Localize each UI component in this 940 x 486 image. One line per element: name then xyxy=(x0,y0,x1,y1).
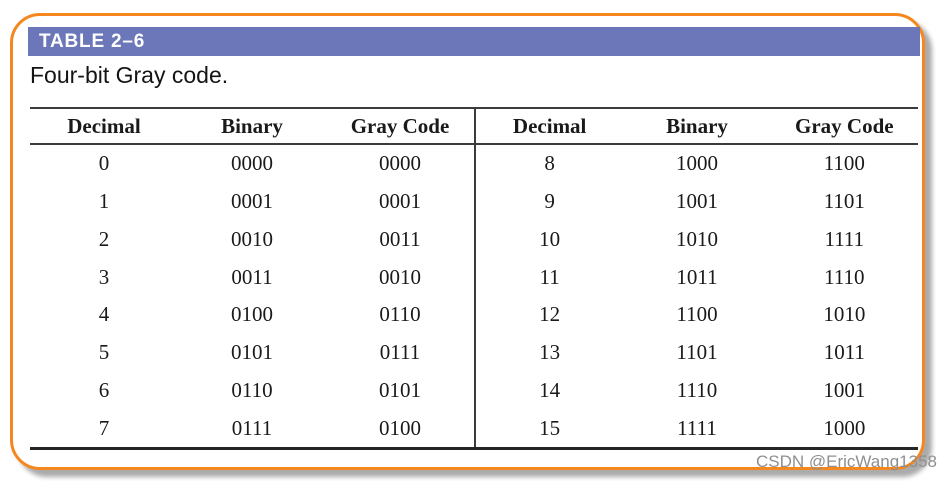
table-row: 10 1010 1111 xyxy=(476,221,918,259)
gray-code-cell: 0011 xyxy=(379,226,421,251)
decimal-cell: 11 xyxy=(539,264,560,289)
table-header-row: Decimal Binary Gray Code xyxy=(30,109,474,143)
table-row: 9 1001 1101 xyxy=(476,183,918,221)
table-row: 13 1101 1011 xyxy=(476,334,918,372)
watermark-text: CSDN @EricWang1358 xyxy=(755,452,937,471)
gray-code-cell: 0100 xyxy=(379,415,421,440)
table-row: 11 1011 1110 xyxy=(476,258,918,296)
table-row: 3 0011 0010 xyxy=(30,258,474,296)
binary-cell: 1001 xyxy=(675,189,718,214)
table-row: 7 0111 0100 xyxy=(30,409,474,447)
binary-cell: 0000 xyxy=(231,151,273,176)
table-bottom-rule xyxy=(30,447,918,450)
decimal-cell: 12 xyxy=(539,302,561,327)
table-caption: Four-bit Gray code. xyxy=(30,62,229,88)
binary-cell: 1000 xyxy=(675,151,718,176)
table-header-row: Decimal Binary Gray Code xyxy=(476,109,918,143)
gray-code-cell: 1110 xyxy=(824,264,865,289)
table-row: 6 0110 0101 xyxy=(30,372,474,410)
column-header-binary: Binary xyxy=(666,113,728,138)
binary-cell: 0100 xyxy=(231,302,273,327)
decimal-cell: 0 xyxy=(98,151,110,176)
decimal-cell: 8 xyxy=(544,151,555,176)
gray-code-cell: 0110 xyxy=(379,302,421,327)
binary-cell: 1101 xyxy=(676,340,718,365)
binary-cell: 0001 xyxy=(231,189,273,214)
binary-cell: 0110 xyxy=(231,377,273,402)
gray-code-cell: 0001 xyxy=(379,189,421,214)
decimal-cell: 1 xyxy=(98,189,110,214)
binary-cell: 0010 xyxy=(231,226,273,251)
decimal-cell: 5 xyxy=(98,340,110,365)
table-card: TABLE 2–6 Four-bit Gray code. Decimal Bi… xyxy=(10,13,925,470)
decimal-cell: 7 xyxy=(98,415,110,440)
binary-cell: 0101 xyxy=(231,340,273,365)
binary-cell: 1100 xyxy=(676,302,718,327)
binary-cell: 1110 xyxy=(676,377,718,402)
table-left-half: Decimal Binary Gray Code 0 0000 0000 1 0… xyxy=(30,109,474,447)
decimal-cell: 10 xyxy=(539,226,561,251)
gray-code-cell: 0000 xyxy=(379,151,421,176)
gray-code-cell: 0010 xyxy=(379,264,421,289)
binary-cell: 1011 xyxy=(676,264,718,289)
table-row: 2 0010 0011 xyxy=(30,221,474,259)
column-header-gray-code: Gray Code xyxy=(795,113,894,138)
gray-code-cell: 0111 xyxy=(379,340,421,365)
gray-code-cell: 1111 xyxy=(824,226,865,251)
decimal-cell: 14 xyxy=(539,377,561,402)
decimal-cell: 4 xyxy=(98,302,110,327)
gray-code-cell: 1001 xyxy=(823,377,866,402)
decimal-cell: 15 xyxy=(539,415,561,440)
gray-code-cell: 1000 xyxy=(823,415,866,440)
binary-cell: 1010 xyxy=(675,226,718,251)
table-row: 8 1000 1100 xyxy=(476,145,918,183)
decimal-cell: 2 xyxy=(98,226,110,251)
binary-cell: 1111 xyxy=(677,415,717,440)
table-label: TABLE 2–6 xyxy=(39,30,146,52)
gray-code-cell: 1101 xyxy=(823,189,865,214)
table-row: 4 0100 0110 xyxy=(30,296,474,334)
table-row: 15 1111 1000 xyxy=(476,409,918,447)
gray-code-table: Decimal Binary Gray Code 0 0000 0000 1 0… xyxy=(30,107,918,450)
column-header-binary: Binary xyxy=(221,113,283,138)
table-top-rule xyxy=(30,107,918,109)
binary-cell: 0111 xyxy=(231,415,273,440)
table-title-bar: TABLE 2–6 xyxy=(28,27,920,56)
gray-code-cell: 1011 xyxy=(823,340,865,365)
table-right-half: Decimal Binary Gray Code 8 1000 1100 9 1… xyxy=(474,109,918,447)
table-header-rule xyxy=(30,143,474,145)
decimal-cell: 13 xyxy=(539,340,561,365)
table-row: 5 0101 0111 xyxy=(30,334,474,372)
table-row: 1 0001 0001 xyxy=(30,183,474,221)
decimal-cell: 3 xyxy=(98,264,110,289)
table-row: 0 0000 0000 xyxy=(30,145,474,183)
column-header-gray-code: Gray Code xyxy=(350,113,450,138)
column-header-decimal: Decimal xyxy=(512,113,587,138)
gray-code-cell: 0101 xyxy=(379,377,421,402)
table-header-rule xyxy=(476,143,918,145)
table-row: 12 1100 1010 xyxy=(476,296,918,334)
decimal-cell: 6 xyxy=(98,377,110,402)
table-row: 14 1110 1001 xyxy=(476,372,918,410)
binary-cell: 0011 xyxy=(231,264,273,289)
gray-code-cell: 1100 xyxy=(823,151,865,176)
column-header-decimal: Decimal xyxy=(67,113,141,138)
gray-code-cell: 1010 xyxy=(823,302,866,327)
decimal-cell: 9 xyxy=(544,189,555,214)
